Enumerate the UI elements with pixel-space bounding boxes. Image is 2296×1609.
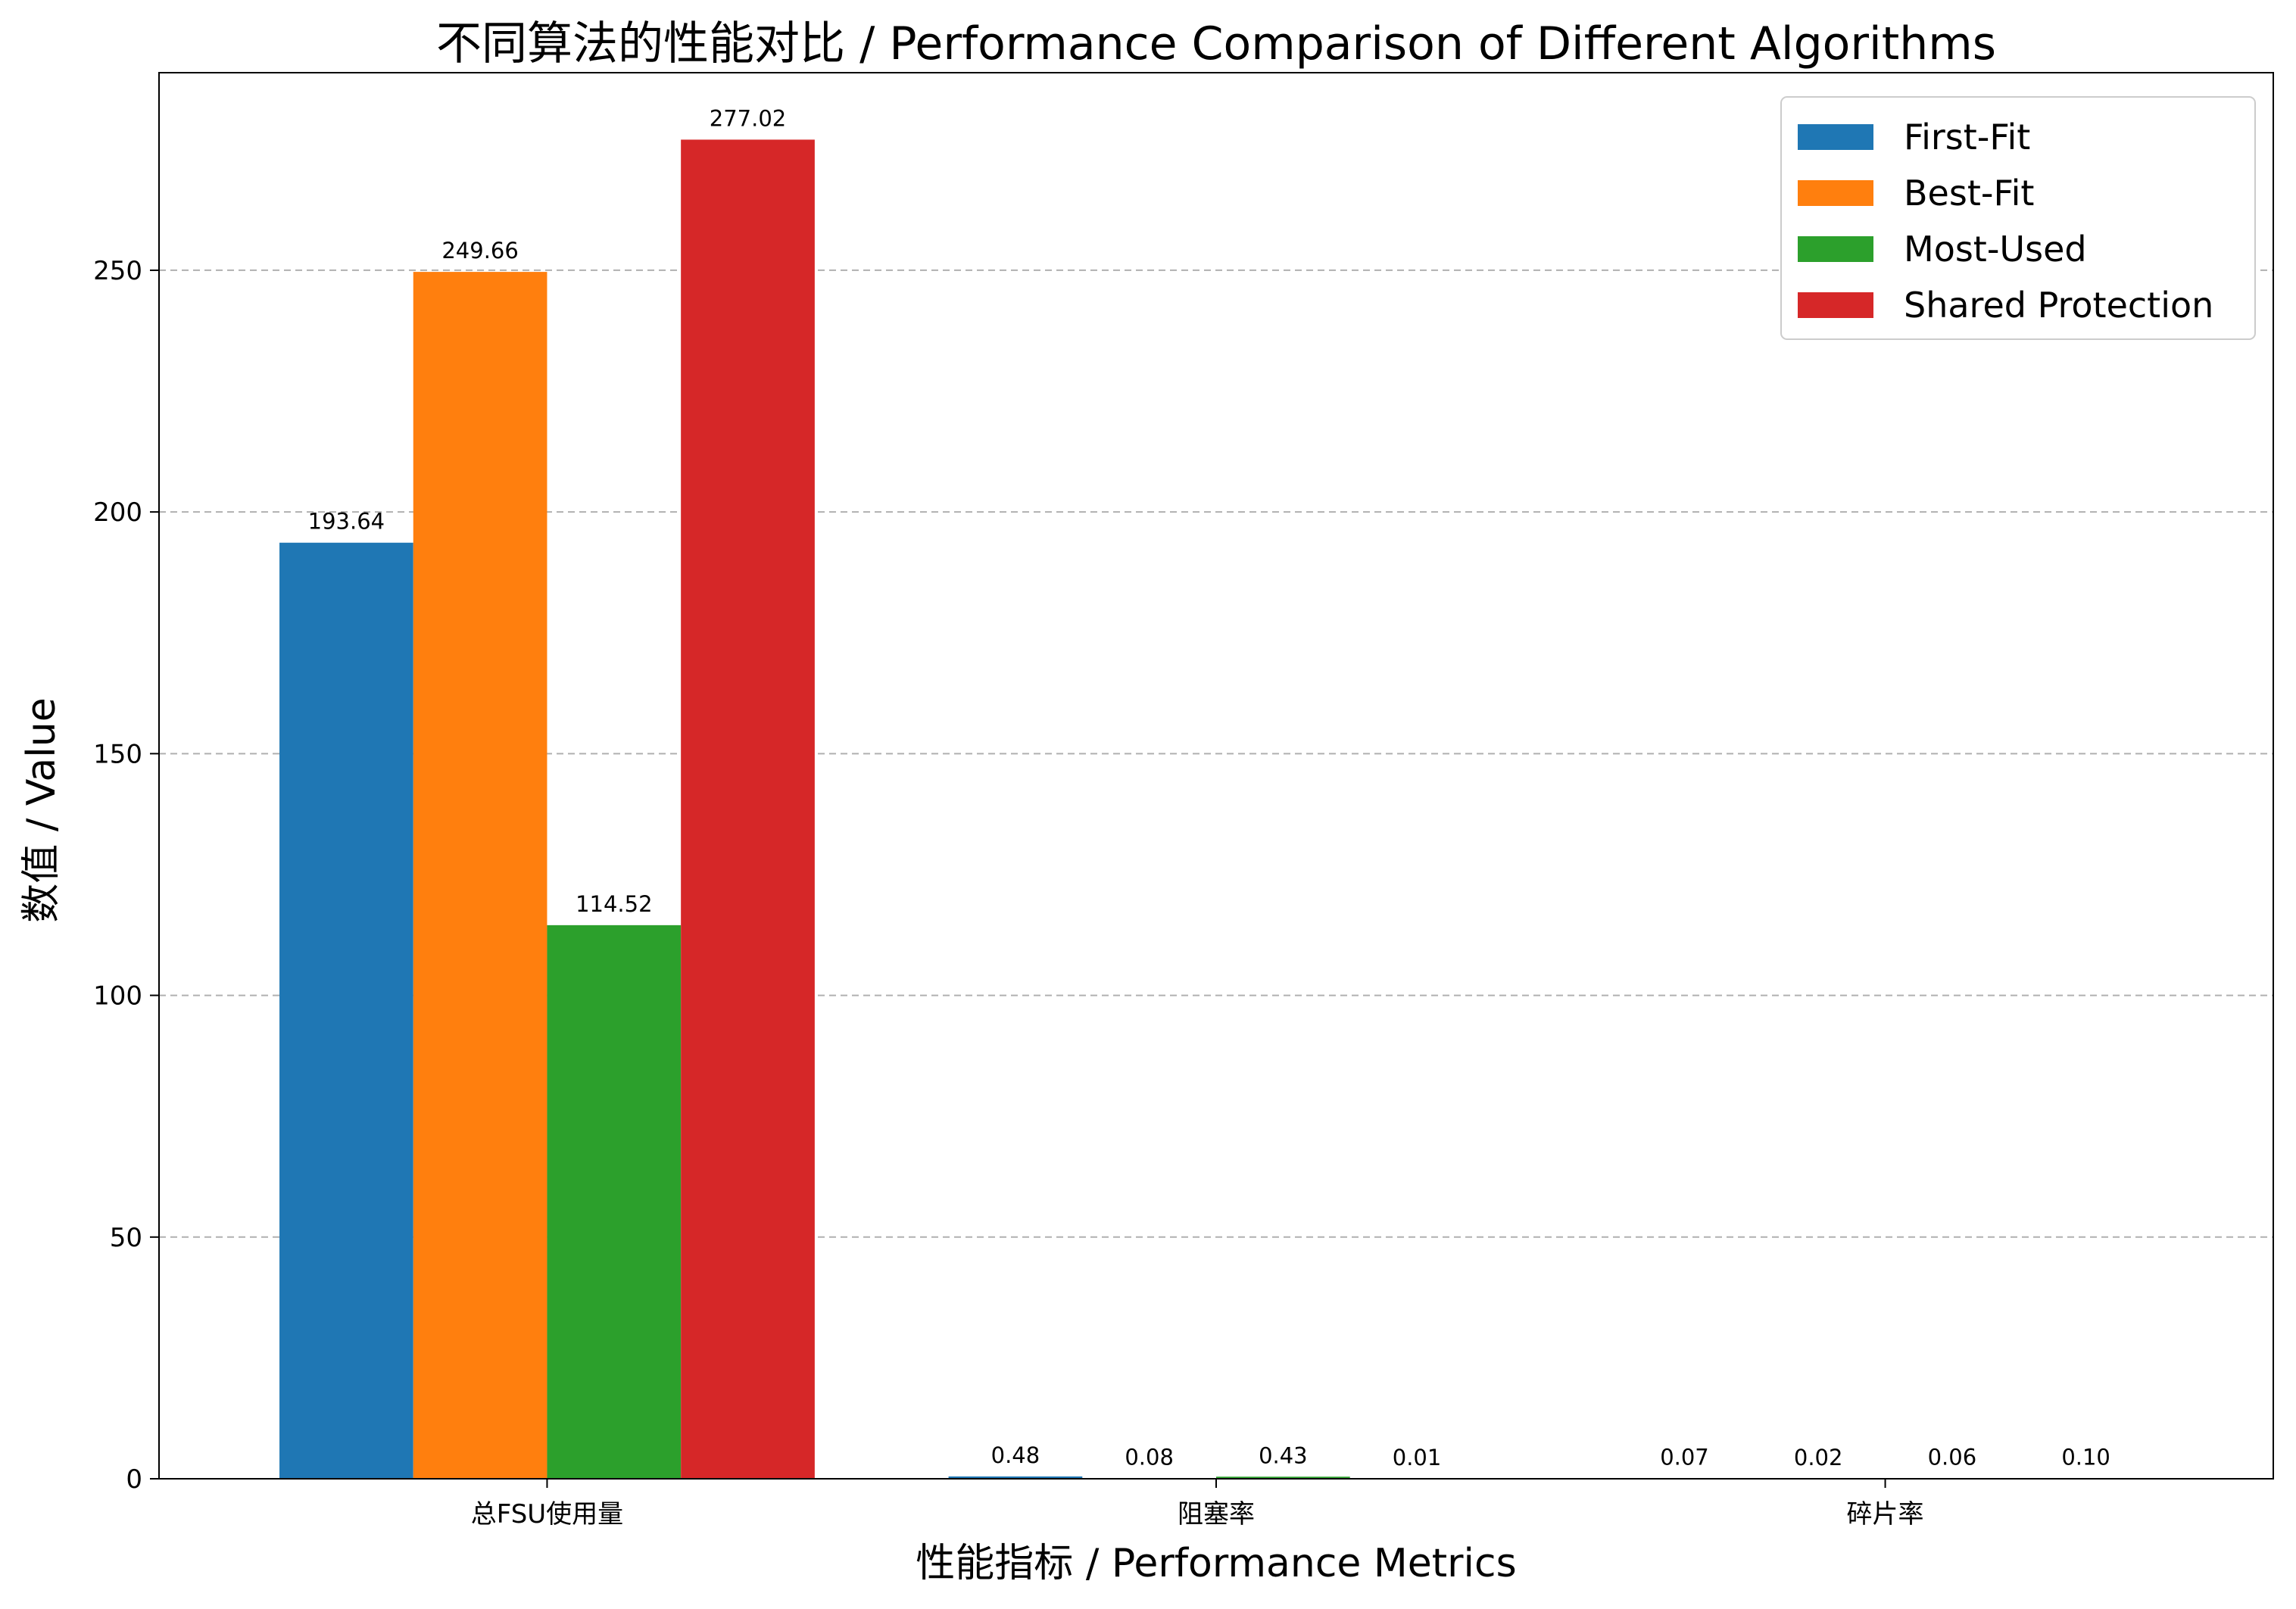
legend-box: [1780, 96, 2256, 340]
data-label-1-0: 249.66: [441, 238, 518, 263]
y-tick-label-3: 150: [93, 739, 142, 769]
bar-most-used-1: [1216, 1476, 1350, 1479]
x-axis: 总FSU使用量 阻塞率 碎片率: [471, 1479, 1924, 1529]
legend-label-1: Best-Fit: [1904, 173, 2034, 214]
y-axis-title: 数值 / Value: [19, 697, 64, 922]
data-label-0-1: 0.48: [991, 1442, 1040, 1468]
legend-label-0: First-Fit: [1904, 117, 2030, 157]
data-label-3-2: 0.10: [2061, 1444, 2110, 1470]
data-label-0-2: 0.07: [1660, 1445, 1709, 1470]
x-tick-label-2: 碎片率: [1847, 1499, 1924, 1529]
data-label-2-0: 114.52: [576, 891, 652, 917]
data-labels: 193.64 249.66 114.52 277.02 0.48 0.08 0.43 0.01…: [308, 105, 2110, 1470]
y-tick-label-4: 200: [93, 497, 142, 528]
bar-first-fit-1: [948, 1476, 1083, 1479]
y-tick-label-1: 50: [110, 1223, 142, 1253]
x-tick-label-1: 阻塞率: [1178, 1499, 1255, 1529]
bar-most-used-0: [547, 925, 682, 1479]
data-label-1-1: 0.08: [1125, 1444, 1174, 1470]
y-tick-label-5: 250: [93, 256, 142, 286]
x-tick-label-0: 总FSU使用量: [471, 1499, 623, 1529]
y-axis: 0 50 100 150 200 250: [93, 256, 159, 1495]
chart-title: 不同算法的性能对比 / Performance Comparison of Di…: [436, 17, 1996, 70]
data-label-3-1: 0.01: [1393, 1445, 1442, 1470]
y-tick-label-2: 100: [93, 981, 142, 1012]
legend-label-3: Shared Protection: [1904, 285, 2213, 326]
bar-first-fit-0: [279, 542, 413, 1479]
legend-swatch-2: [1798, 236, 1873, 262]
data-label-2-1: 0.43: [1259, 1442, 1308, 1468]
bar-shared-protection-0: [681, 139, 815, 1479]
legend-swatch-1: [1798, 180, 1873, 206]
x-axis-title: 性能指标 / Performance Metrics: [916, 1541, 1516, 1586]
bar-best-fit-0: [413, 272, 547, 1479]
legend-label-2: Most-Used: [1904, 229, 2087, 270]
bars: [279, 139, 2153, 1480]
data-label-0-0: 193.64: [308, 509, 385, 535]
legend-swatch-3: [1798, 292, 1873, 318]
data-label-1-2: 0.02: [1794, 1445, 1843, 1470]
data-label-2-2: 0.06: [1928, 1445, 1977, 1470]
y-tick-label-0: 0: [126, 1464, 142, 1495]
legend-swatch-0: [1798, 124, 1873, 150]
legend: First-Fit Best-Fit Most-Used Shared Protect…: [1780, 96, 2256, 340]
data-label-3-0: 277.02: [710, 105, 786, 131]
